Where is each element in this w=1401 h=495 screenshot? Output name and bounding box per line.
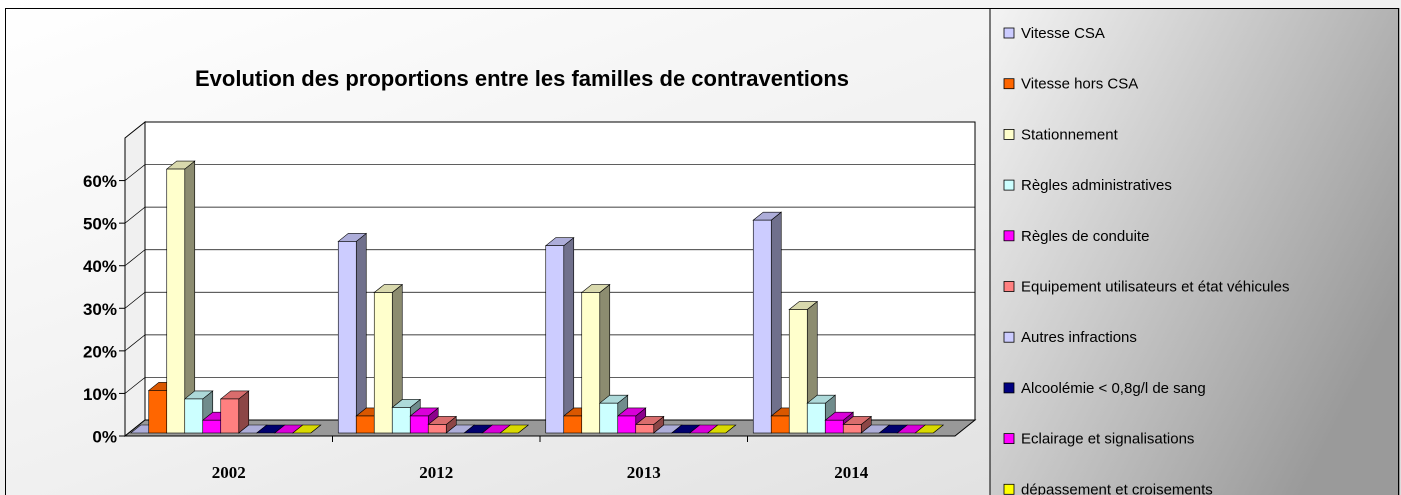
- bar: [148, 390, 168, 434]
- bar: [409, 415, 429, 434]
- bar: [842, 424, 862, 434]
- legend-label: Stationnement: [1021, 126, 1119, 143]
- bar: [824, 419, 844, 434]
- y-tick-label: 50%: [83, 215, 117, 234]
- legend-label: Règles de conduite: [1021, 228, 1149, 245]
- bar-top: [291, 424, 322, 434]
- bar: [752, 219, 772, 434]
- legend-swatch: [1003, 179, 1015, 191]
- bar: [581, 292, 601, 434]
- bar: [806, 402, 826, 434]
- side-wall: [124, 120, 146, 438]
- legend-swatch: [1003, 433, 1015, 445]
- bar: [635, 424, 655, 434]
- legend-label: Règles administratives: [1021, 177, 1172, 194]
- bar: [599, 402, 619, 434]
- bar: [373, 292, 393, 434]
- x-tick-label: 2013: [627, 463, 661, 482]
- legend-label: Equipement utilisateurs et état véhicule…: [1021, 278, 1289, 295]
- legend-swatch: [1003, 483, 1015, 495]
- grid-line: [124, 334, 975, 352]
- bar: [184, 398, 204, 434]
- legend-swatch: [1003, 27, 1015, 39]
- legend-swatch: [1003, 382, 1015, 394]
- bar: [337, 241, 357, 434]
- bar: [202, 419, 222, 434]
- legend-label: dépassement et croisements: [1021, 481, 1213, 495]
- bar: [355, 415, 375, 434]
- legend-label: Alcoolémie < 0,8g/l de sang: [1021, 380, 1206, 397]
- legend-label: Vitesse CSA: [1021, 25, 1105, 42]
- bar: [617, 415, 637, 434]
- bar-top: [914, 424, 945, 434]
- grid-line: [124, 291, 975, 309]
- legend-swatch: [1003, 78, 1015, 90]
- grid-line: [124, 249, 975, 266]
- x-tick-label: 2014: [834, 463, 869, 482]
- bar-top: [499, 424, 530, 434]
- legend-swatch: [1003, 281, 1015, 292]
- legend-label: Autres infractions: [1021, 329, 1137, 346]
- y-tick-label: 60%: [83, 172, 117, 191]
- y-tick-label: 20%: [83, 342, 117, 361]
- bar: [563, 415, 583, 434]
- y-tick-label: 10%: [83, 385, 117, 404]
- bar: [788, 309, 808, 434]
- legend-swatch: [1003, 128, 1015, 140]
- legend-label: Eclairage et signalisations: [1021, 431, 1194, 448]
- grid-line: [124, 164, 975, 181]
- bar: [391, 407, 411, 434]
- bar-side: [355, 232, 367, 434]
- chart-title: Evolution des proportions entre les fami…: [195, 66, 849, 91]
- y-tick-label: 40%: [83, 257, 117, 276]
- bar: [545, 245, 565, 434]
- bar-side: [563, 237, 575, 434]
- bar: [770, 415, 790, 434]
- bar-side: [770, 211, 782, 434]
- bar-top: [706, 424, 737, 434]
- y-tick-label: 30%: [83, 300, 117, 319]
- bar: [166, 168, 186, 434]
- x-tick-label: 2012: [419, 463, 453, 482]
- legend-area: [990, 8, 1400, 495]
- legend-swatch: [1003, 230, 1015, 242]
- legend-swatch: [1003, 331, 1015, 343]
- bar: [220, 398, 240, 434]
- chart-border: [5, 8, 1399, 495]
- legend-label: Vitesse hors CSA: [1021, 76, 1138, 93]
- grid-line: [124, 206, 975, 224]
- x-tick-label: 2002: [212, 463, 246, 482]
- bar: [427, 424, 447, 434]
- grid-line: [124, 377, 975, 394]
- y-tick-label: 0%: [92, 427, 117, 446]
